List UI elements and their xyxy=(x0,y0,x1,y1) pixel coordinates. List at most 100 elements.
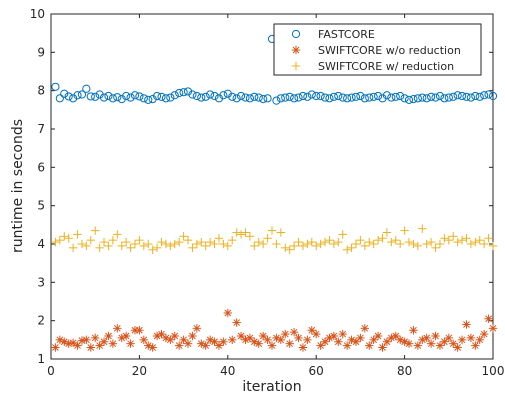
data-point xyxy=(232,94,241,103)
data-point-stroke xyxy=(343,94,352,103)
data-point xyxy=(210,91,219,101)
data-point-stroke xyxy=(488,91,498,101)
data-point xyxy=(373,331,383,341)
data-point xyxy=(409,95,418,104)
data-point xyxy=(453,343,462,352)
data-point-stroke xyxy=(440,94,449,103)
data-point xyxy=(413,341,423,350)
data-point-stroke xyxy=(281,93,290,102)
data-point-stroke xyxy=(435,91,445,101)
data-point xyxy=(272,96,281,105)
data-point-stroke xyxy=(410,326,417,334)
data-point-stroke xyxy=(259,95,268,104)
data-point-stroke xyxy=(298,91,308,101)
data-point xyxy=(435,239,445,249)
data-point-stroke xyxy=(457,91,467,101)
legend-marker xyxy=(291,61,301,71)
data-point xyxy=(431,93,440,102)
data-point-stroke xyxy=(259,332,267,340)
data-point-stroke xyxy=(122,91,131,101)
x-axis-label: iteration xyxy=(242,379,301,395)
data-point xyxy=(223,241,232,251)
data-point-stroke xyxy=(414,342,422,349)
data-point-stroke xyxy=(373,91,383,101)
data-point xyxy=(444,235,453,245)
data-point xyxy=(276,228,286,237)
data-point xyxy=(462,320,471,329)
legend-label: FASTCORE xyxy=(318,28,375,41)
data-point xyxy=(267,226,277,235)
data-point xyxy=(294,93,303,102)
data-point-stroke xyxy=(365,342,373,349)
data-point xyxy=(188,243,197,253)
data-point xyxy=(135,92,144,101)
data-point xyxy=(214,234,224,243)
data-point xyxy=(378,343,387,352)
data-point-stroke xyxy=(220,338,227,346)
data-point xyxy=(219,239,228,249)
data-point xyxy=(409,239,418,249)
data-point xyxy=(263,234,272,243)
data-point xyxy=(466,333,476,343)
data-point-stroke xyxy=(250,92,259,101)
data-point-stroke xyxy=(246,334,254,342)
data-point xyxy=(440,94,449,103)
data-point-stroke xyxy=(365,93,374,102)
data-point xyxy=(471,237,480,247)
data-point xyxy=(289,327,299,337)
data-point xyxy=(267,341,277,350)
data-point-stroke xyxy=(69,339,77,347)
data-point-stroke xyxy=(330,332,338,340)
data-point xyxy=(312,241,321,251)
data-point-stroke xyxy=(348,336,355,344)
data-point xyxy=(68,243,78,253)
data-point-stroke xyxy=(445,334,453,342)
data-point xyxy=(201,92,210,101)
data-point xyxy=(91,333,100,343)
legend-box xyxy=(273,23,482,76)
data-point xyxy=(462,234,471,243)
data-point xyxy=(91,226,100,235)
data-point-stroke xyxy=(188,90,197,99)
data-point xyxy=(449,232,458,241)
data-point xyxy=(484,234,493,243)
data-point xyxy=(166,93,175,102)
data-point-stroke xyxy=(369,92,378,101)
data-point xyxy=(245,94,254,103)
data-point xyxy=(121,237,131,247)
data-point xyxy=(475,335,484,345)
series-1 xyxy=(51,308,498,352)
data-point xyxy=(206,90,215,99)
data-point xyxy=(334,237,343,247)
data-point-stroke xyxy=(60,338,68,346)
data-point xyxy=(307,90,316,99)
data-point-stroke xyxy=(463,321,470,328)
data-point xyxy=(232,228,241,237)
data-point-stroke xyxy=(55,94,64,103)
data-point-stroke xyxy=(241,93,250,102)
data-point-stroke xyxy=(113,93,122,102)
data-point xyxy=(422,94,431,103)
data-point-stroke xyxy=(286,340,294,348)
x-tick-label: 80 xyxy=(397,364,412,378)
data-point xyxy=(51,237,60,247)
data-point xyxy=(99,93,109,102)
data-point xyxy=(285,245,294,254)
data-point-stroke xyxy=(308,326,316,334)
data-point-stroke xyxy=(166,93,175,102)
data-point xyxy=(183,339,193,348)
data-point xyxy=(250,241,259,251)
data-point xyxy=(334,337,343,346)
data-point xyxy=(298,241,308,251)
data-point xyxy=(484,314,493,323)
data-point-stroke xyxy=(171,332,179,340)
y-tick-label: 3 xyxy=(37,275,45,289)
data-point xyxy=(144,239,153,249)
data-point xyxy=(236,230,246,239)
data-point xyxy=(219,91,228,100)
data-point xyxy=(360,241,370,251)
data-point xyxy=(400,94,409,103)
data-point-stroke xyxy=(127,340,134,348)
data-point xyxy=(188,331,197,341)
data-point-stroke xyxy=(485,315,492,323)
